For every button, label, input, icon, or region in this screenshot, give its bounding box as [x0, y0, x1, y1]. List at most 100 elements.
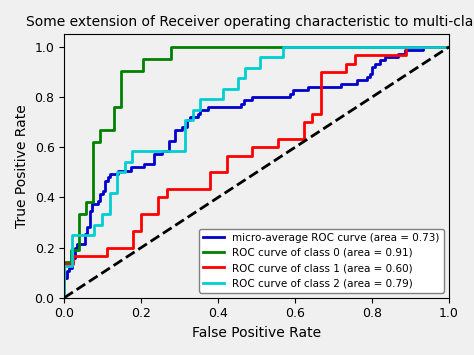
Line: ROC curve of class 0 (area = 0.91): ROC curve of class 0 (area = 0.91) — [64, 47, 449, 298]
ROC curve of class 2 (area = 0.79) — [197, 108, 203, 112]
ROC curve of class 2 (area = 0.79) — [62, 264, 67, 268]
ROC curve of class 1 (area = 0.60) — [138, 229, 144, 233]
ROC curve of class 0 (area = 0.91) — [111, 129, 117, 133]
ROC curve of class 1 (area = 0.60) — [310, 111, 315, 116]
ROC curve of class 0 (area = 0.91) — [90, 200, 96, 204]
ROC curve of class 0 (area = 0.91) — [69, 248, 74, 252]
ROC curve of class 2 (area = 0.79) — [62, 296, 67, 300]
ROC curve of class 2 (area = 0.79) — [235, 87, 241, 91]
ROC curve of class 2 (area = 0.79) — [107, 191, 112, 195]
ROC curve of class 2 (area = 0.79) — [114, 191, 120, 195]
Legend: micro-average ROC curve (area = 0.73), ROC curve of class 0 (area = 0.91), ROC c: micro-average ROC curve (area = 0.73), R… — [199, 229, 444, 293]
ROC curve of class 0 (area = 0.91) — [62, 296, 67, 300]
ROC curve of class 2 (area = 0.79) — [446, 45, 452, 49]
ROC curve of class 1 (area = 0.60) — [403, 53, 409, 58]
X-axis label: False Positive Rate: False Positive Rate — [192, 326, 321, 340]
ROC curve of class 1 (area = 0.60) — [130, 229, 136, 233]
ROC curve of class 1 (area = 0.60) — [207, 170, 212, 174]
ROC curve of class 2 (area = 0.79) — [129, 160, 135, 164]
ROC curve of class 1 (area = 0.60) — [344, 61, 349, 66]
Line: ROC curve of class 2 (area = 0.79): ROC curve of class 2 (area = 0.79) — [64, 47, 449, 298]
ROC curve of class 0 (area = 0.91) — [140, 69, 146, 73]
ROC curve of class 2 (area = 0.79) — [107, 212, 112, 216]
Y-axis label: True Positive Rate: True Positive Rate — [15, 104, 29, 228]
micro-average ROC curve (area = 0.73) — [420, 45, 426, 49]
ROC curve of class 2 (area = 0.79) — [280, 45, 286, 49]
Line: micro-average ROC curve (area = 0.73): micro-average ROC curve (area = 0.73) — [64, 47, 449, 298]
ROC curve of class 1 (area = 0.60) — [138, 212, 144, 216]
micro-average ROC curve (area = 0.73) — [151, 162, 157, 166]
ROC curve of class 2 (area = 0.79) — [243, 76, 248, 80]
micro-average ROC curve (area = 0.73) — [128, 165, 134, 169]
ROC curve of class 1 (area = 0.60) — [207, 187, 212, 191]
ROC curve of class 2 (area = 0.79) — [190, 118, 195, 122]
ROC curve of class 1 (area = 0.60) — [164, 195, 170, 200]
micro-average ROC curve (area = 0.73) — [305, 85, 311, 89]
ROC curve of class 2 (area = 0.79) — [99, 223, 105, 227]
ROC curve of class 1 (area = 0.60) — [224, 170, 229, 174]
ROC curve of class 0 (area = 0.91) — [83, 212, 89, 216]
ROC curve of class 1 (area = 0.60) — [62, 262, 67, 266]
ROC curve of class 2 (area = 0.79) — [182, 149, 188, 153]
micro-average ROC curve (area = 0.73) — [97, 192, 103, 196]
ROC curve of class 2 (area = 0.79) — [243, 66, 248, 70]
micro-average ROC curve (area = 0.73) — [84, 225, 90, 230]
ROC curve of class 1 (area = 0.60) — [310, 120, 315, 124]
ROC curve of class 1 (area = 0.60) — [62, 287, 67, 291]
ROC curve of class 1 (area = 0.60) — [224, 153, 229, 158]
ROC curve of class 1 (area = 0.60) — [301, 120, 307, 124]
ROC curve of class 2 (area = 0.79) — [69, 233, 75, 237]
ROC curve of class 0 (area = 0.91) — [97, 140, 103, 144]
ROC curve of class 2 (area = 0.79) — [62, 285, 67, 289]
micro-average ROC curve (area = 0.73) — [197, 108, 203, 113]
ROC curve of class 1 (area = 0.60) — [104, 254, 110, 258]
ROC curve of class 2 (area = 0.79) — [69, 264, 75, 268]
ROC curve of class 0 (area = 0.91) — [118, 69, 124, 73]
ROC curve of class 2 (area = 0.79) — [122, 160, 128, 164]
micro-average ROC curve (area = 0.73) — [446, 45, 452, 49]
ROC curve of class 0 (area = 0.91) — [90, 140, 96, 144]
Line: ROC curve of class 1 (area = 0.60): ROC curve of class 1 (area = 0.60) — [64, 47, 449, 298]
ROC curve of class 2 (area = 0.79) — [235, 76, 241, 80]
ROC curve of class 2 (area = 0.79) — [220, 97, 226, 101]
ROC curve of class 0 (area = 0.91) — [168, 57, 174, 61]
ROC curve of class 2 (area = 0.79) — [122, 170, 128, 174]
ROC curve of class 1 (area = 0.60) — [275, 145, 281, 149]
ROC curve of class 2 (area = 0.79) — [182, 118, 188, 122]
ROC curve of class 1 (area = 0.60) — [352, 61, 358, 66]
ROC curve of class 1 (area = 0.60) — [344, 70, 349, 74]
ROC curve of class 1 (area = 0.60) — [301, 137, 307, 141]
ROC curve of class 0 (area = 0.91) — [118, 104, 124, 109]
ROC curve of class 2 (area = 0.79) — [114, 170, 120, 174]
ROC curve of class 1 (area = 0.60) — [249, 153, 255, 158]
ROC curve of class 0 (area = 0.91) — [69, 260, 74, 264]
ROC curve of class 0 (area = 0.91) — [446, 45, 452, 49]
ROC curve of class 2 (area = 0.79) — [99, 212, 105, 216]
ROC curve of class 0 (area = 0.91) — [168, 45, 174, 49]
ROC curve of class 1 (area = 0.60) — [249, 145, 255, 149]
ROC curve of class 0 (area = 0.91) — [83, 200, 89, 204]
ROC curve of class 1 (area = 0.60) — [275, 137, 281, 141]
ROC curve of class 2 (area = 0.79) — [280, 55, 286, 59]
ROC curve of class 1 (area = 0.60) — [446, 45, 452, 49]
ROC curve of class 1 (area = 0.60) — [318, 70, 324, 74]
ROC curve of class 2 (area = 0.79) — [257, 55, 263, 59]
ROC curve of class 2 (area = 0.79) — [190, 108, 195, 112]
ROC curve of class 0 (area = 0.91) — [76, 248, 82, 252]
ROC curve of class 1 (area = 0.60) — [70, 254, 76, 258]
ROC curve of class 1 (area = 0.60) — [403, 45, 409, 49]
ROC curve of class 1 (area = 0.60) — [164, 187, 170, 191]
ROC curve of class 1 (area = 0.60) — [318, 111, 324, 116]
ROC curve of class 2 (area = 0.79) — [257, 66, 263, 70]
ROC curve of class 0 (area = 0.91) — [62, 284, 67, 288]
ROC curve of class 1 (area = 0.60) — [155, 195, 161, 200]
ROC curve of class 0 (area = 0.91) — [76, 212, 82, 216]
ROC curve of class 1 (area = 0.60) — [155, 212, 161, 216]
ROC curve of class 2 (area = 0.79) — [91, 233, 97, 237]
ROC curve of class 0 (area = 0.91) — [140, 57, 146, 61]
ROC curve of class 1 (area = 0.60) — [104, 245, 110, 250]
ROC curve of class 2 (area = 0.79) — [197, 97, 203, 101]
ROC curve of class 2 (area = 0.79) — [220, 87, 226, 91]
Title: Some extension of Receiver operating characteristic to multi-class: Some extension of Receiver operating cha… — [26, 15, 474, 29]
micro-average ROC curve (area = 0.73) — [62, 296, 67, 300]
